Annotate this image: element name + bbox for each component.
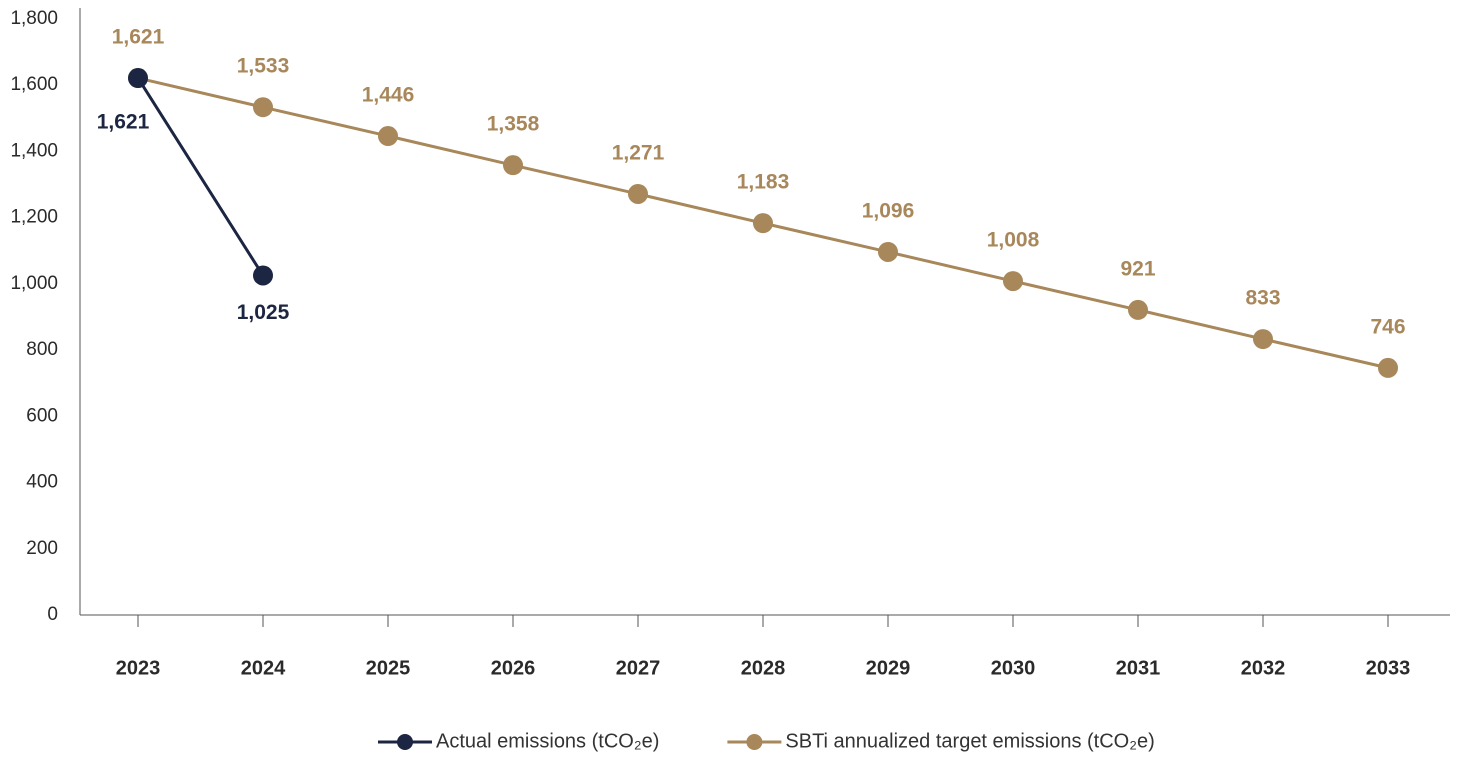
y-tick-label: 1,800 [10,8,58,29]
data-label: 1,271 [612,142,665,165]
y-tick-label: 1,600 [10,74,58,95]
y-tick-label: 600 [26,405,58,426]
data-label: 921 [1120,257,1155,280]
legend-marker [746,734,763,750]
y-tick-label: 1,000 [10,273,58,294]
data-label: 1,183 [737,171,790,194]
x-tick-label: 2027 [616,657,661,679]
data-label: 1,358 [487,113,540,136]
x-tick-label: 2031 [1116,657,1161,679]
data-label: 1,621 [112,26,165,49]
data-label: 1,096 [862,199,915,222]
data-label: 1,025 [237,301,290,324]
legend-label: Actual emissions (tCO₂e) [436,730,659,752]
x-tick-label: 2024 [241,657,286,679]
x-tick-label: 2025 [366,657,411,679]
y-tick-label: 1,400 [10,140,58,161]
data-point [253,265,273,286]
data-label: 746 [1370,315,1405,338]
data-point [878,241,898,262]
x-tick-label: 2033 [1366,657,1411,679]
data-label: 833 [1245,287,1280,310]
data-label: 1,446 [362,84,415,107]
y-tick-label: 800 [26,339,58,360]
legend-marker [397,734,413,750]
x-tick-label: 2029 [866,657,911,679]
legend-label: SBTi annualized target emissions (tCO₂e) [785,730,1154,752]
data-label: 1,533 [237,55,290,78]
y-tick-label: 1,200 [10,207,58,228]
y-tick-label: 0 [47,604,58,625]
data-point [378,126,398,147]
data-point [1128,299,1148,320]
data-point [628,183,648,204]
data-label: 1,008 [987,229,1040,252]
y-tick-label: 400 [26,472,58,493]
x-tick-label: 2023 [116,657,161,679]
x-tick-label: 2026 [491,657,536,679]
data-point [1378,357,1398,378]
series-line [136,77,265,277]
data-label: 1,621 [97,111,150,134]
data-point [253,97,273,118]
data-point [1003,271,1023,292]
data-point [1253,329,1273,350]
data-point [128,68,148,89]
data-point [753,213,773,234]
data-point [503,155,523,176]
x-tick-label: 2028 [741,657,786,679]
x-tick-label: 2030 [991,657,1036,679]
x-tick-label: 2032 [1241,657,1286,679]
y-tick-label: 200 [26,538,58,559]
